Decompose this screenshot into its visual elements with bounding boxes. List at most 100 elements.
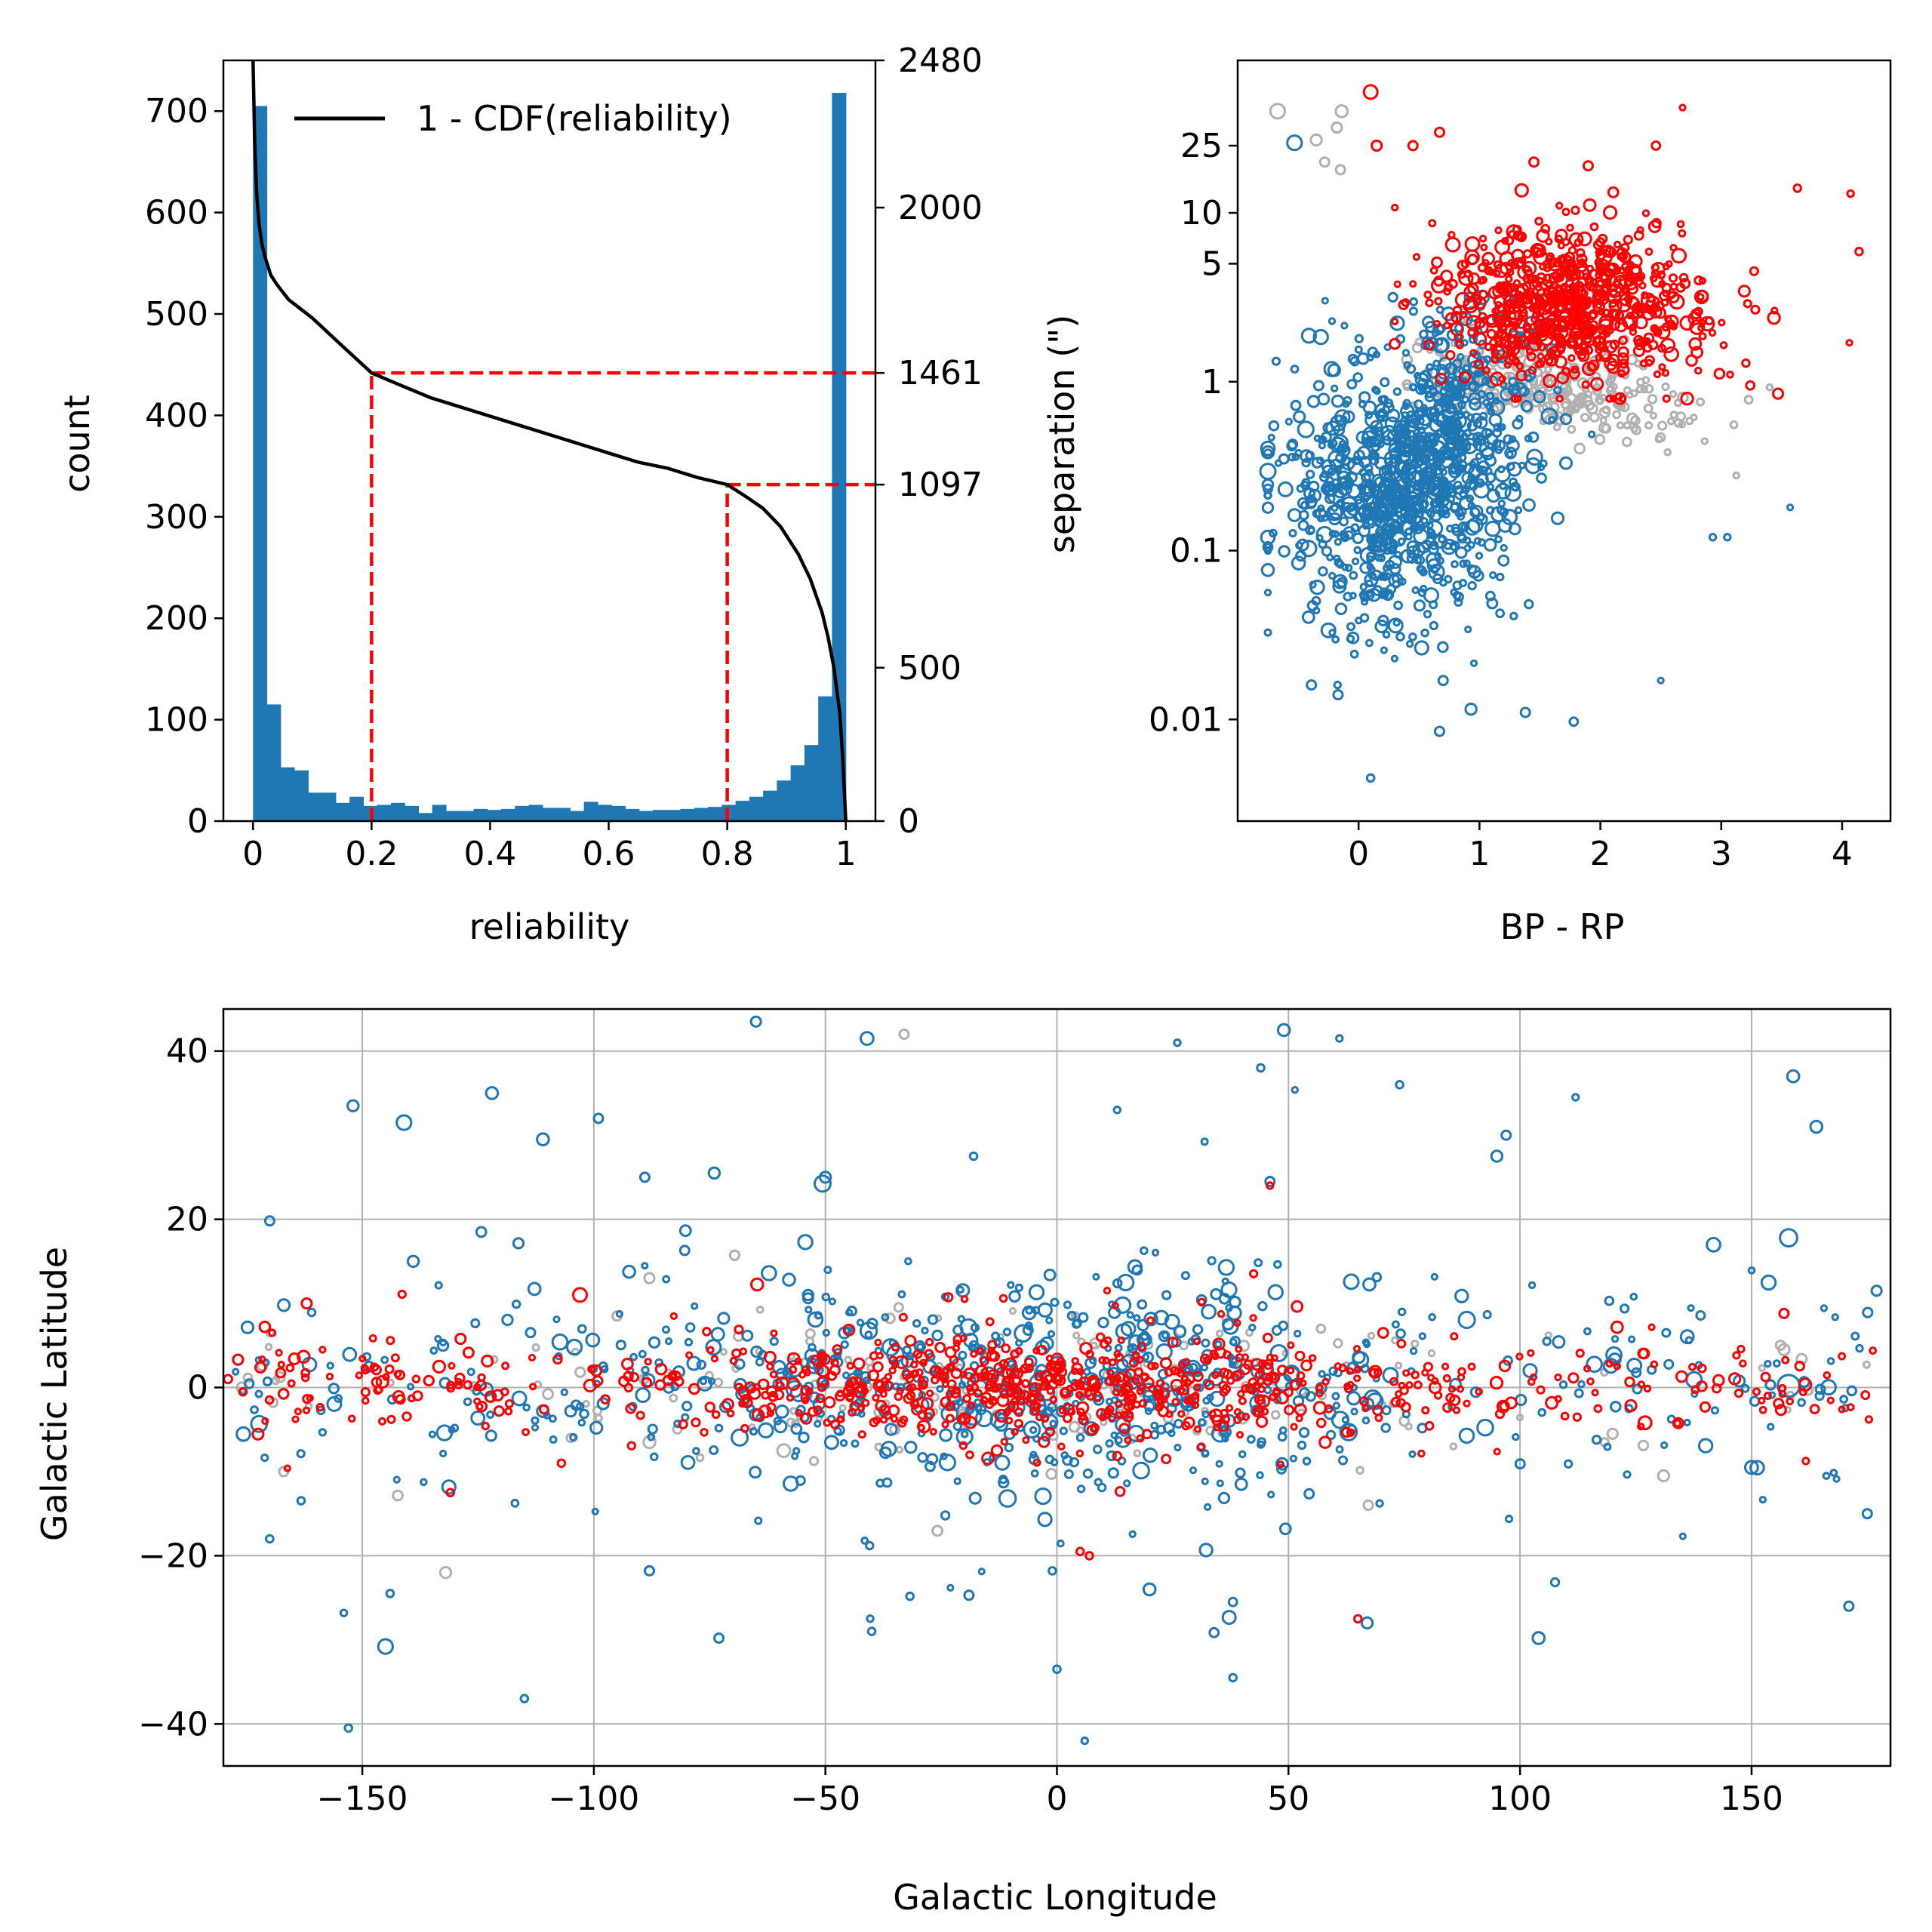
map-point — [1193, 1383, 1201, 1392]
scatter-point — [1371, 139, 1383, 152]
map-point — [808, 1406, 819, 1417]
scatter-point — [1441, 406, 1460, 425]
map-point — [1136, 1434, 1145, 1443]
scatter-point — [1305, 525, 1315, 536]
scatter-point — [1321, 459, 1337, 474]
x-axis-label: Galactic Longitude — [893, 1877, 1217, 1918]
map-point — [934, 1341, 946, 1353]
scatter-point — [1365, 638, 1374, 648]
scatter-point — [1476, 376, 1485, 385]
scatter-point — [1300, 328, 1318, 344]
map-point — [1298, 1426, 1310, 1438]
scatter-point — [1346, 379, 1358, 390]
histogram-bar — [377, 804, 392, 821]
scatter-point — [1645, 358, 1654, 367]
histogram-bar — [597, 804, 612, 821]
map-point — [1177, 1410, 1186, 1418]
histogram-bar — [501, 808, 515, 821]
map-point — [1838, 1405, 1846, 1414]
map-point — [1684, 1336, 1694, 1345]
y-tick-label: 25 — [1180, 127, 1223, 165]
map-point — [406, 1254, 420, 1269]
map-point — [1375, 1499, 1384, 1508]
map-point — [1205, 1425, 1216, 1436]
y-tick-label: 300 — [145, 498, 208, 537]
histogram-bar — [818, 696, 833, 821]
histogram-bar — [253, 106, 268, 822]
map-point — [1409, 1347, 1418, 1355]
map-point — [1078, 1312, 1089, 1323]
map-point — [707, 1377, 716, 1386]
scatter-point — [1484, 342, 1493, 352]
map-point — [731, 1428, 749, 1447]
map-point — [1360, 1616, 1374, 1630]
map-point — [1747, 1266, 1756, 1275]
map-point — [921, 1397, 934, 1411]
map-point — [1624, 1398, 1638, 1413]
map-point — [1627, 1335, 1636, 1343]
scatter-point — [1342, 410, 1355, 423]
scatter-point — [1318, 156, 1331, 168]
map-point — [1631, 1367, 1642, 1379]
scatter-point — [1427, 479, 1444, 497]
scatter-point — [1621, 287, 1630, 296]
x-tick-label: 1 — [835, 835, 857, 873]
map-point — [859, 1382, 868, 1390]
map-point — [927, 1314, 939, 1325]
scatter-point — [1380, 523, 1395, 537]
map-point — [1156, 1397, 1165, 1406]
map-point — [1449, 1442, 1458, 1451]
map-point — [1200, 1363, 1209, 1372]
scatter-point — [1354, 334, 1364, 343]
map-point — [898, 1028, 910, 1040]
scatter-point — [1390, 654, 1399, 663]
scatter-point — [1594, 433, 1606, 445]
map-point — [1346, 1367, 1354, 1376]
scatter-point — [1463, 297, 1477, 311]
map-point — [872, 1361, 884, 1373]
map-point — [740, 1394, 751, 1404]
scatter-point — [1539, 263, 1547, 271]
map-point — [1367, 1331, 1376, 1340]
map-point — [591, 1507, 599, 1515]
map-point — [1137, 1299, 1148, 1310]
map-point — [884, 1423, 898, 1436]
map-point — [1235, 1431, 1244, 1439]
map-point — [1098, 1356, 1106, 1364]
scatter-point — [1537, 463, 1546, 472]
map-point — [902, 1345, 912, 1355]
scatter-point — [1315, 534, 1324, 542]
map-point — [1277, 1364, 1288, 1376]
map-point — [1123, 1401, 1134, 1411]
legend: 1 - CDF(reliability) — [294, 98, 732, 139]
scatter-point — [1424, 470, 1432, 478]
map-point — [551, 1333, 569, 1351]
histogram-panel: 0 0.2 0.4 0.6 0.8 101002003004005006007000500… — [57, 42, 983, 947]
map-point — [1574, 1388, 1584, 1398]
scatter-point — [1493, 344, 1509, 360]
scatter-point — [1494, 466, 1511, 483]
map-point — [823, 1418, 832, 1427]
scatter-point — [1519, 706, 1531, 718]
map-point — [686, 1355, 702, 1371]
scatter-point — [1614, 240, 1622, 249]
map-point — [969, 1361, 980, 1371]
map-point — [1363, 1340, 1371, 1349]
scatter-point — [1597, 249, 1613, 265]
map-point — [1049, 1420, 1057, 1428]
x-tick-label: 1 — [1469, 835, 1490, 873]
scatter-point — [1331, 635, 1340, 644]
map-point — [1531, 1631, 1546, 1645]
map-point — [1482, 1309, 1492, 1320]
scatter-point — [1263, 589, 1272, 597]
map-point — [919, 1358, 928, 1367]
map-point — [1183, 1416, 1195, 1429]
scatter-point — [1630, 265, 1641, 276]
map-point — [1041, 1414, 1050, 1423]
map-point — [791, 1452, 799, 1460]
map-point — [1045, 1354, 1054, 1363]
scatter-point — [1425, 390, 1433, 398]
